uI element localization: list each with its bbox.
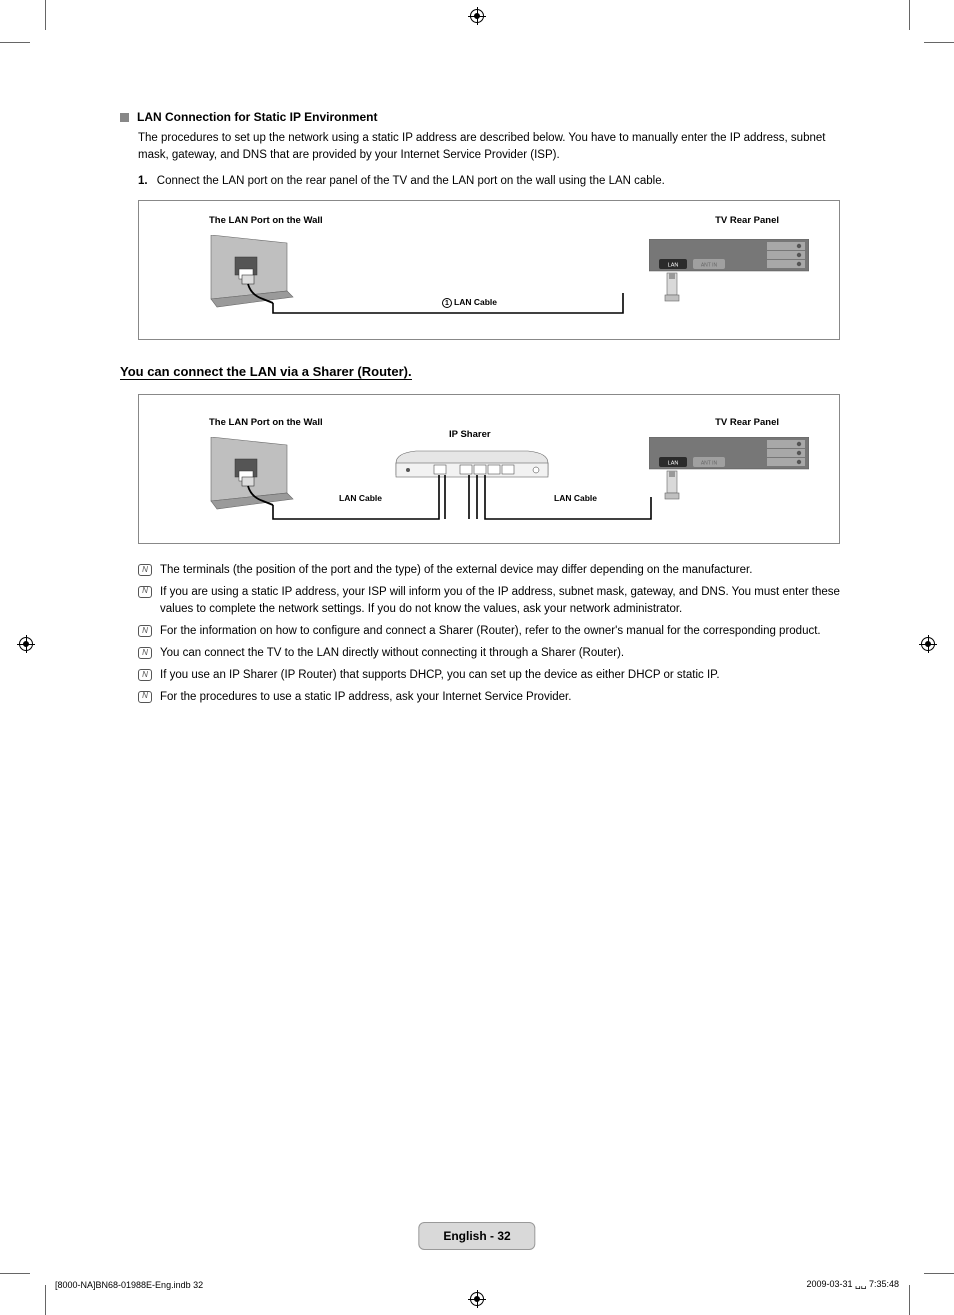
note-item: N The terminals (the position of the por…	[138, 562, 840, 580]
step-text: Connect the LAN port on the rear panel o…	[157, 175, 665, 187]
note-text: For the procedures to use a static IP ad…	[160, 689, 571, 707]
note-item: N For the information on how to configur…	[138, 623, 840, 641]
tv-panel-icon: LAN ANT IN	[649, 239, 809, 311]
reg-mark-right	[920, 636, 936, 652]
note-text: The terminals (the position of the port …	[160, 562, 752, 580]
lan-cable-label-left: LAN Cable	[339, 493, 382, 503]
reg-mark-bottom	[469, 1291, 485, 1307]
sharer-label: IP Sharer	[449, 429, 491, 440]
tv-panel-icon-2: LAN ANT IN	[649, 437, 809, 509]
step-1: 1. Connect the LAN port on the rear pane…	[138, 173, 840, 190]
note-item: N If you use an IP Sharer (IP Router) th…	[138, 667, 840, 685]
diagram-router-connection: The LAN Port on the Wall IP Sharer TV Re…	[138, 394, 840, 544]
square-bullet-icon	[120, 113, 129, 122]
note-icon: N	[138, 564, 152, 576]
lan-cable-label: 1LAN Cable	[442, 297, 497, 308]
note-icon: N	[138, 669, 152, 681]
note-icon: N	[138, 647, 152, 659]
tv-label: TV Rear Panel	[715, 215, 779, 226]
note-item: N You can connect the TV to the LAN dire…	[138, 645, 840, 663]
note-item: N For the procedures to use a static IP …	[138, 689, 840, 707]
doc-path: [8000-NA]BN68-01988E-Eng.indb 32	[55, 1280, 203, 1290]
reg-mark-top	[469, 8, 485, 24]
intro-text: The procedures to set up the network usi…	[138, 130, 840, 165]
note-icon: N	[138, 625, 152, 637]
svg-text:LAN: LAN	[668, 460, 679, 466]
ant-port-label: ANT IN	[701, 262, 718, 268]
note-text: For the information on how to configure …	[160, 623, 821, 641]
diagram-direct-connection: The LAN Port on the Wall TV Rear Panel L…	[138, 200, 840, 340]
sharer-subheading: You can connect the LAN via a Sharer (Ro…	[120, 364, 412, 380]
note-icon: N	[138, 586, 152, 598]
note-text: You can connect the TV to the LAN direct…	[160, 645, 624, 663]
reg-mark-left	[18, 636, 34, 652]
step-number: 1.	[138, 175, 148, 187]
lan-cable-line	[269, 261, 629, 321]
note-text: If you are using a static IP address, yo…	[160, 584, 840, 620]
note-text: If you use an IP Sharer (IP Router) that…	[160, 667, 720, 685]
lan-port-label: LAN	[668, 262, 679, 268]
wall-label-2: The LAN Port on the Wall	[209, 417, 323, 428]
section-title: LAN Connection for Static IP Environment	[137, 110, 377, 124]
doc-timestamp: 2009-03-31 ␣␣ 7:35:48	[807, 1279, 900, 1290]
lan-cable-label-right: LAN Cable	[554, 493, 597, 503]
wall-label: The LAN Port on the Wall	[209, 215, 323, 226]
note-item: N If you are using a static IP address, …	[138, 584, 840, 620]
page-number-box: English - 32	[418, 1222, 535, 1250]
svg-text:ANT IN: ANT IN	[701, 460, 718, 466]
page-content: LAN Connection for Static IP Environment…	[120, 110, 840, 710]
note-icon: N	[138, 691, 152, 703]
tv-label-2: TV Rear Panel	[715, 417, 779, 428]
